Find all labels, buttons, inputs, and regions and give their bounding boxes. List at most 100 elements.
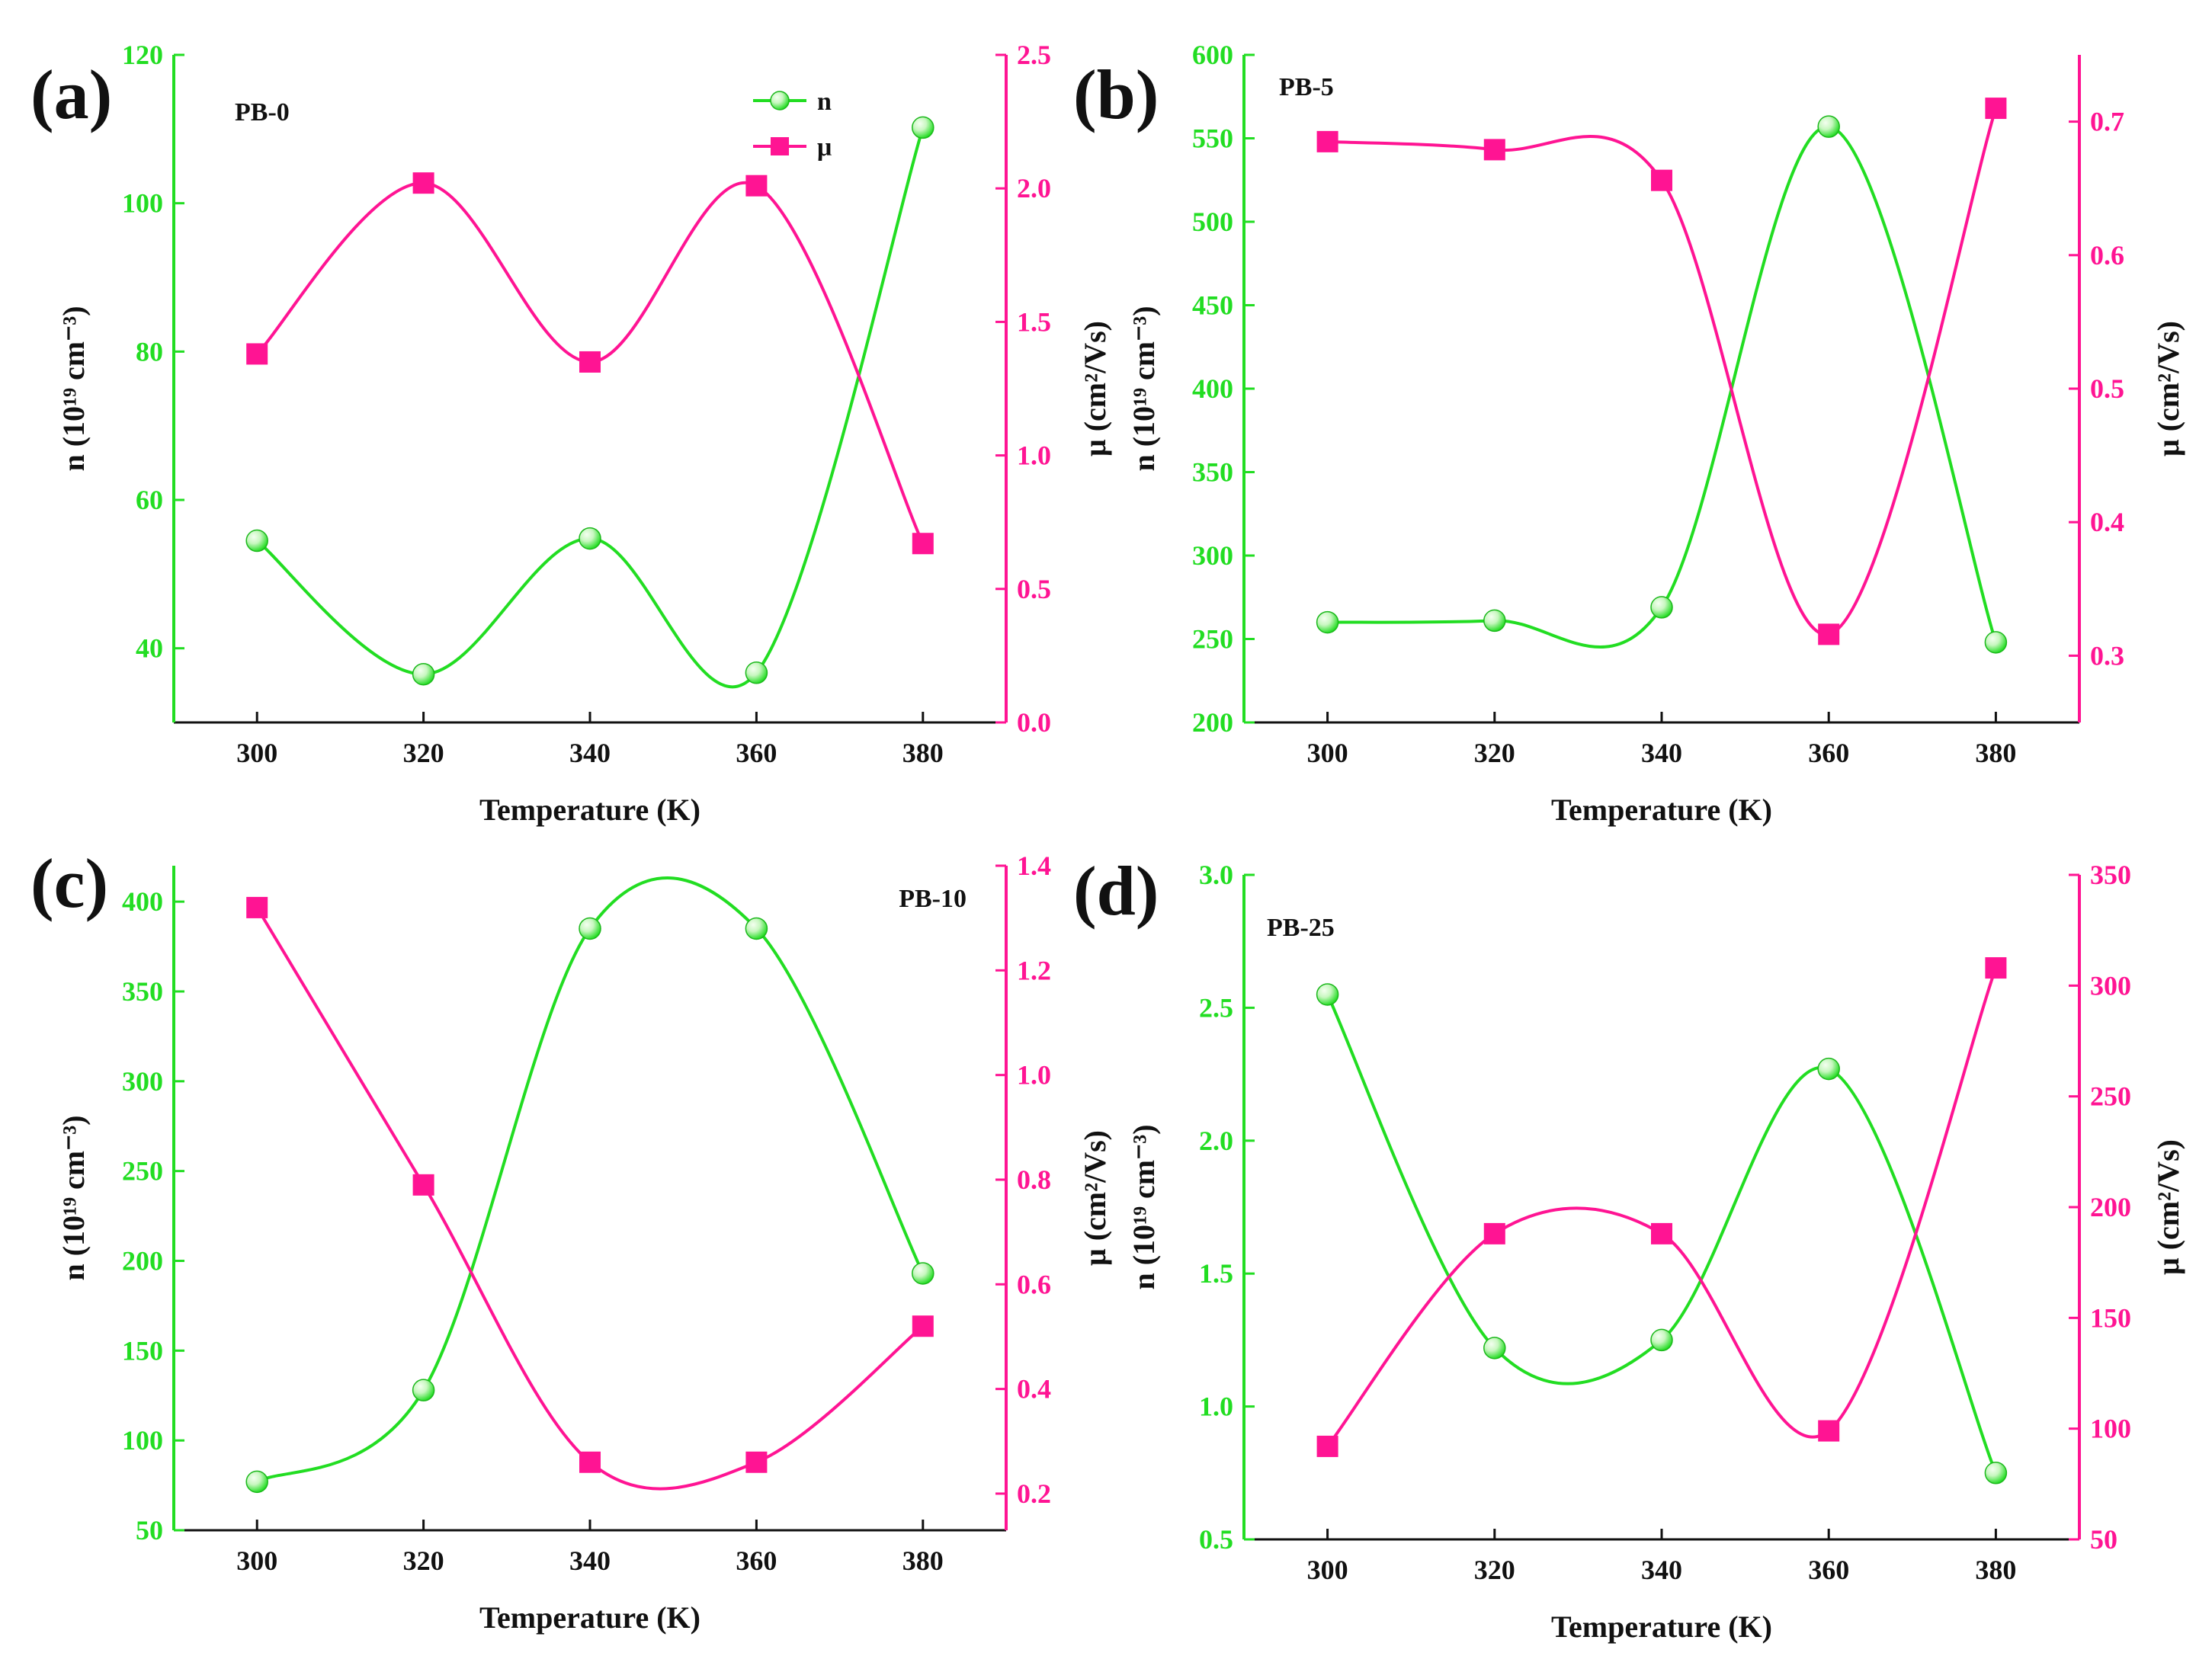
mu-data-point: [246, 343, 268, 365]
legend-mu-marker: [771, 137, 789, 155]
chart-panel-1: 300 320 340 360 380 40 60 80 100 120 0.0 0.5 1.0 1.5 2…: [30, 40, 1112, 827]
n-fit-curve: [255, 127, 925, 689]
left-tick-label: 300: [1192, 540, 1233, 571]
mu-data-point: [412, 172, 434, 194]
n-data-point: [579, 527, 601, 550]
right-tick-label: 2.5: [1017, 40, 1051, 70]
panel-letter: (b): [1073, 56, 1159, 133]
n-fit-curve: [1326, 994, 1998, 1474]
legend-n-label: n: [817, 88, 832, 116]
left-axis-title: n (10¹⁹ cm⁻³): [56, 1115, 91, 1280]
right-axis-title: μ (cm²/Vs): [2151, 321, 2185, 456]
x-tick-label: 300: [1307, 1555, 1348, 1585]
n-data-point: [1316, 983, 1339, 1006]
right-tick-label: 0.4: [2090, 507, 2124, 537]
left-tick-label: 350: [1192, 457, 1233, 488]
x-tick-label: 360: [736, 1545, 777, 1576]
mu-data-point: [1651, 1222, 1672, 1244]
left-tick-label: 40: [136, 633, 163, 664]
sample-label: PB-10: [899, 885, 967, 913]
left-tick-label: 400: [122, 886, 163, 917]
x-axis-title: Temperature (K): [479, 793, 700, 827]
chart-panel-3: 300 320 340 360 380 50 100 150 200 250 300 350 400 0.…: [30, 844, 1112, 1635]
x-tick-label: 380: [1975, 738, 2016, 768]
panel-letter: (a): [30, 56, 112, 133]
mu-data-point: [912, 1315, 934, 1337]
right-axis-title: μ (cm²/Vs): [1078, 1130, 1112, 1266]
n-data-point: [912, 1262, 934, 1285]
left-tick-label: 550: [1192, 123, 1233, 154]
right-tick-label: 0.2: [1017, 1478, 1051, 1509]
panel-letter: (d): [1073, 852, 1159, 930]
right-tick-label: 0.6: [2090, 240, 2124, 271]
left-tick-label: 50: [136, 1515, 163, 1545]
mu-data-point: [579, 351, 601, 373]
left-tick-label: 3.0: [1199, 860, 1233, 890]
sample-label: PB-25: [1267, 914, 1335, 942]
n-data-point: [579, 917, 601, 940]
mu-data-point: [745, 175, 768, 197]
right-tick-label: 0.3: [2090, 640, 2124, 671]
right-tick-label: 200: [2090, 1192, 2131, 1222]
right-tick-label: 1.0: [1017, 1060, 1051, 1091]
n-data-point: [745, 917, 768, 940]
x-tick-label: 320: [403, 1545, 444, 1576]
n-data-point: [245, 529, 268, 553]
x-tick-label: 380: [1975, 1555, 2016, 1585]
right-tick-label: 0.4: [1017, 1374, 1051, 1405]
left-tick-label: 0.5: [1199, 1524, 1233, 1555]
sample-label: PB-0: [235, 98, 290, 127]
x-tick-label: 340: [569, 738, 611, 768]
n-fit-curve: [1327, 125, 1998, 649]
n-data-point: [1316, 610, 1339, 634]
n-data-point: [1817, 1057, 1840, 1081]
left-axis-title: n (10¹⁹ cm⁻³): [1127, 1124, 1161, 1289]
right-tick-label: 2.0: [1017, 173, 1051, 203]
n-data-point: [412, 662, 435, 686]
right-axis-title: μ (cm²/Vs): [1078, 321, 1112, 456]
x-tick-label: 360: [736, 738, 777, 768]
left-tick-label: 100: [122, 188, 163, 219]
panel-letter: (c): [30, 844, 108, 922]
right-tick-label: 1.2: [1017, 955, 1051, 985]
n-data-point: [1984, 631, 2008, 654]
legend: nμ: [753, 88, 832, 162]
mu-data-point: [1818, 623, 1840, 645]
left-tick-label: 300: [122, 1066, 163, 1097]
right-tick-label: 0.0: [1017, 707, 1051, 738]
n-data-point: [1483, 609, 1506, 633]
left-tick-label: 100: [122, 1425, 163, 1456]
left-tick-label: 120: [122, 40, 163, 70]
left-tick-label: 200: [1192, 707, 1233, 738]
x-tick-label: 380: [902, 1545, 944, 1576]
x-axis-title: Temperature (K): [1551, 793, 1772, 827]
right-tick-label: 0.8: [1017, 1164, 1051, 1195]
right-axis-title: μ (cm²/Vs): [2151, 1139, 2185, 1275]
x-tick-label: 300: [236, 1545, 277, 1576]
mu-data-point: [745, 1451, 768, 1473]
n-data-point: [1650, 1328, 1673, 1352]
right-tick-label: 0.5: [1017, 574, 1051, 604]
right-tick-label: 1.5: [1017, 306, 1051, 337]
left-tick-label: 400: [1192, 373, 1233, 404]
left-tick-label: 450: [1192, 290, 1233, 321]
mu-data-point: [246, 896, 268, 918]
right-tick-label: 100: [2090, 1414, 2131, 1444]
x-tick-label: 320: [1474, 738, 1515, 768]
left-tick-label: 2.0: [1199, 1126, 1233, 1156]
x-tick-label: 340: [569, 1545, 611, 1576]
right-tick-label: 250: [2090, 1081, 2131, 1112]
chart-panel-4: 300 320 340 360 380 0.5 1.0 1.5 2.0 2.5 3.0 50 100 15…: [1073, 852, 2185, 1644]
left-tick-label: 600: [1192, 40, 1233, 70]
x-tick-label: 380: [902, 738, 944, 768]
mu-data-point: [1651, 169, 1672, 191]
mu-fit-curve: [255, 181, 925, 545]
left-tick-label: 350: [122, 976, 163, 1007]
x-tick-label: 360: [1808, 738, 1849, 768]
x-tick-label: 320: [1474, 1555, 1515, 1585]
mu-data-point: [1316, 1435, 1338, 1457]
right-tick-label: 300: [2090, 970, 2131, 1001]
sample-label: PB-5: [1279, 73, 1334, 101]
x-tick-label: 340: [1641, 738, 1682, 768]
